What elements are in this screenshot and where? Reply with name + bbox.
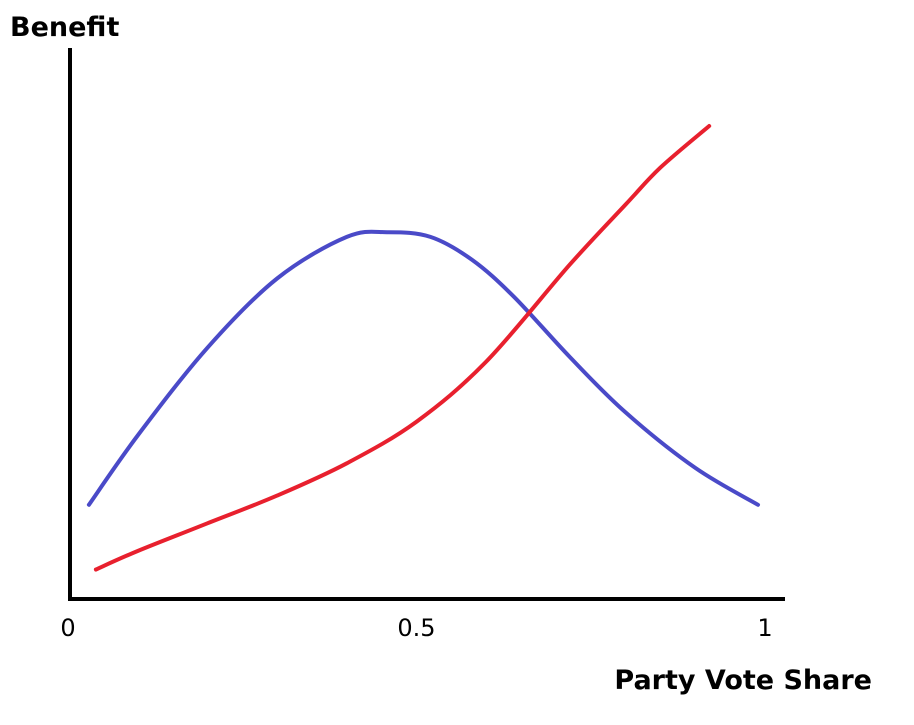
series-group <box>86 124 760 572</box>
x-axis-title: Party Vote Share <box>614 665 872 696</box>
x-tick-labels: 0 0.5 1 <box>60 614 772 642</box>
y-axis-title: Benefit <box>10 12 119 43</box>
series-line-1 <box>86 229 760 507</box>
x-tick-label: 0.5 <box>397 614 435 642</box>
x-tick-label: 1 <box>757 614 772 642</box>
x-tick-label: 0 <box>60 614 75 642</box>
series-line-2 <box>93 124 712 572</box>
